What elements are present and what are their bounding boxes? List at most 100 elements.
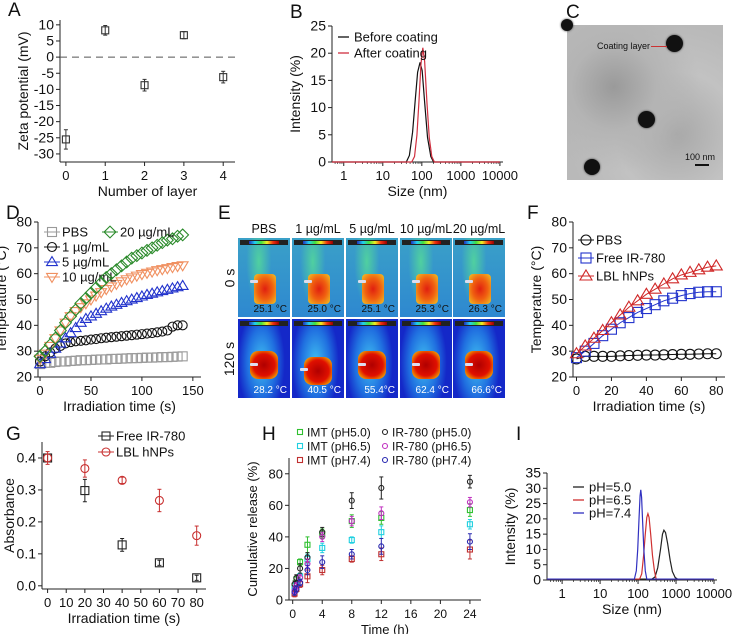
data-point (154, 558, 164, 568)
measurement-marker (300, 368, 308, 371)
y-tick-label: 40 (16, 317, 32, 333)
y-tick-label: 0.2 (17, 513, 37, 529)
data-point (75, 355, 86, 366)
thermal-image: 55.4°C (346, 319, 398, 398)
x-axis-label: Size (nm) (602, 601, 662, 617)
data-point (147, 328, 158, 339)
data-point (38, 352, 52, 364)
color-scale-bar (294, 240, 342, 245)
data-point (75, 335, 86, 346)
y-tick-label: 40 (551, 317, 567, 333)
data-point (700, 260, 715, 272)
data-point (43, 341, 57, 353)
data-point (121, 353, 132, 364)
color-gradient (357, 241, 387, 244)
y-tick-label: 5 (318, 126, 326, 142)
y-tick-label: -25 (34, 129, 54, 145)
data-point (152, 327, 163, 338)
y-tick-label: 70 (551, 239, 567, 255)
series-line (576, 291, 717, 359)
series-free-ir-780: Free IR-780 (43, 429, 202, 583)
data-point (69, 321, 83, 333)
data-point (141, 352, 153, 363)
data-point (89, 281, 103, 295)
data-point (172, 320, 183, 331)
data-point (293, 574, 300, 581)
legend-marker (296, 442, 304, 450)
x-tick-label: 150 (182, 383, 204, 398)
data-point (378, 529, 385, 536)
y-tick-label: 20 (310, 45, 326, 61)
data-point (162, 325, 173, 336)
legend-label: IMT (pH5.0) (307, 426, 371, 440)
data-point (120, 255, 134, 269)
data-point (33, 349, 47, 363)
data-point (658, 295, 670, 307)
data-point (54, 336, 67, 348)
data-point (684, 348, 696, 360)
hot-spot (254, 274, 276, 304)
data-point (623, 350, 635, 362)
y-axis-label: Temperature (°C) (0, 246, 9, 354)
y-tick-label: 0 (318, 154, 326, 170)
x-tick-label: 50 (84, 383, 98, 398)
legend-label: IR-780 (pH6.5) (392, 440, 471, 454)
legend-label: IMT (pH7.4) (307, 454, 371, 468)
x-tick-label: 80 (709, 383, 723, 398)
data-point (710, 286, 722, 298)
x-tick-label: 0 (289, 607, 296, 621)
data-point (94, 304, 108, 316)
data-point (466, 478, 473, 485)
data-point (649, 299, 661, 311)
data-point (91, 354, 102, 365)
data-point (604, 315, 619, 328)
data-point (701, 348, 714, 360)
data-point (348, 536, 355, 544)
data-point (161, 283, 174, 294)
y-tick-label: 10 (310, 99, 326, 115)
data-point (684, 288, 696, 300)
color-scale-bar (240, 240, 288, 245)
data-point (130, 248, 144, 263)
data-point (121, 330, 132, 341)
color-gradient (303, 322, 333, 325)
data-point (578, 338, 593, 351)
legend-label: After coating (354, 46, 427, 61)
y-tick-label: 10 (38, 16, 54, 32)
data-point (378, 543, 385, 550)
y-tick-label: -10 (34, 81, 54, 97)
data-point (304, 541, 311, 548)
scale-bar-label: 100 nm (684, 152, 715, 162)
data-point (104, 300, 118, 311)
thermal-image: 26.3 °C (453, 238, 505, 317)
data-point (150, 285, 164, 297)
data-point (675, 290, 687, 302)
y-tick-label: 0.3 (17, 481, 37, 497)
y-tick-label: 10 (525, 541, 541, 557)
x-tick-label: 0 (62, 168, 69, 183)
data-point (94, 276, 108, 290)
data-point (84, 309, 98, 321)
data-point (120, 294, 134, 306)
data-point (177, 351, 188, 362)
data-point (632, 349, 644, 361)
series-20-g-ml: 20 µg/mL (33, 225, 190, 363)
data-point (80, 463, 90, 474)
legend-marker (580, 234, 592, 246)
x-tick-label: 40 (639, 383, 653, 398)
panel-label-i: I (516, 424, 522, 445)
data-point (157, 326, 168, 337)
data-point (120, 275, 134, 286)
x-tick-label: 16 (404, 607, 418, 621)
color-gradient (303, 241, 333, 244)
x-tick-label: 10 (593, 586, 607, 601)
y-tick-label: 0.1 (17, 545, 37, 561)
y-tick-label: 60 (16, 265, 32, 281)
data-point (701, 286, 714, 298)
y-tick-label: 5 (46, 32, 54, 48)
data-point (466, 499, 473, 506)
data-point (80, 486, 90, 496)
